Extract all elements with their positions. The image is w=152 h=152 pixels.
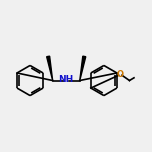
Polygon shape — [47, 56, 53, 81]
Text: O: O — [117, 70, 124, 79]
Polygon shape — [80, 56, 86, 81]
Text: NH: NH — [59, 74, 74, 83]
